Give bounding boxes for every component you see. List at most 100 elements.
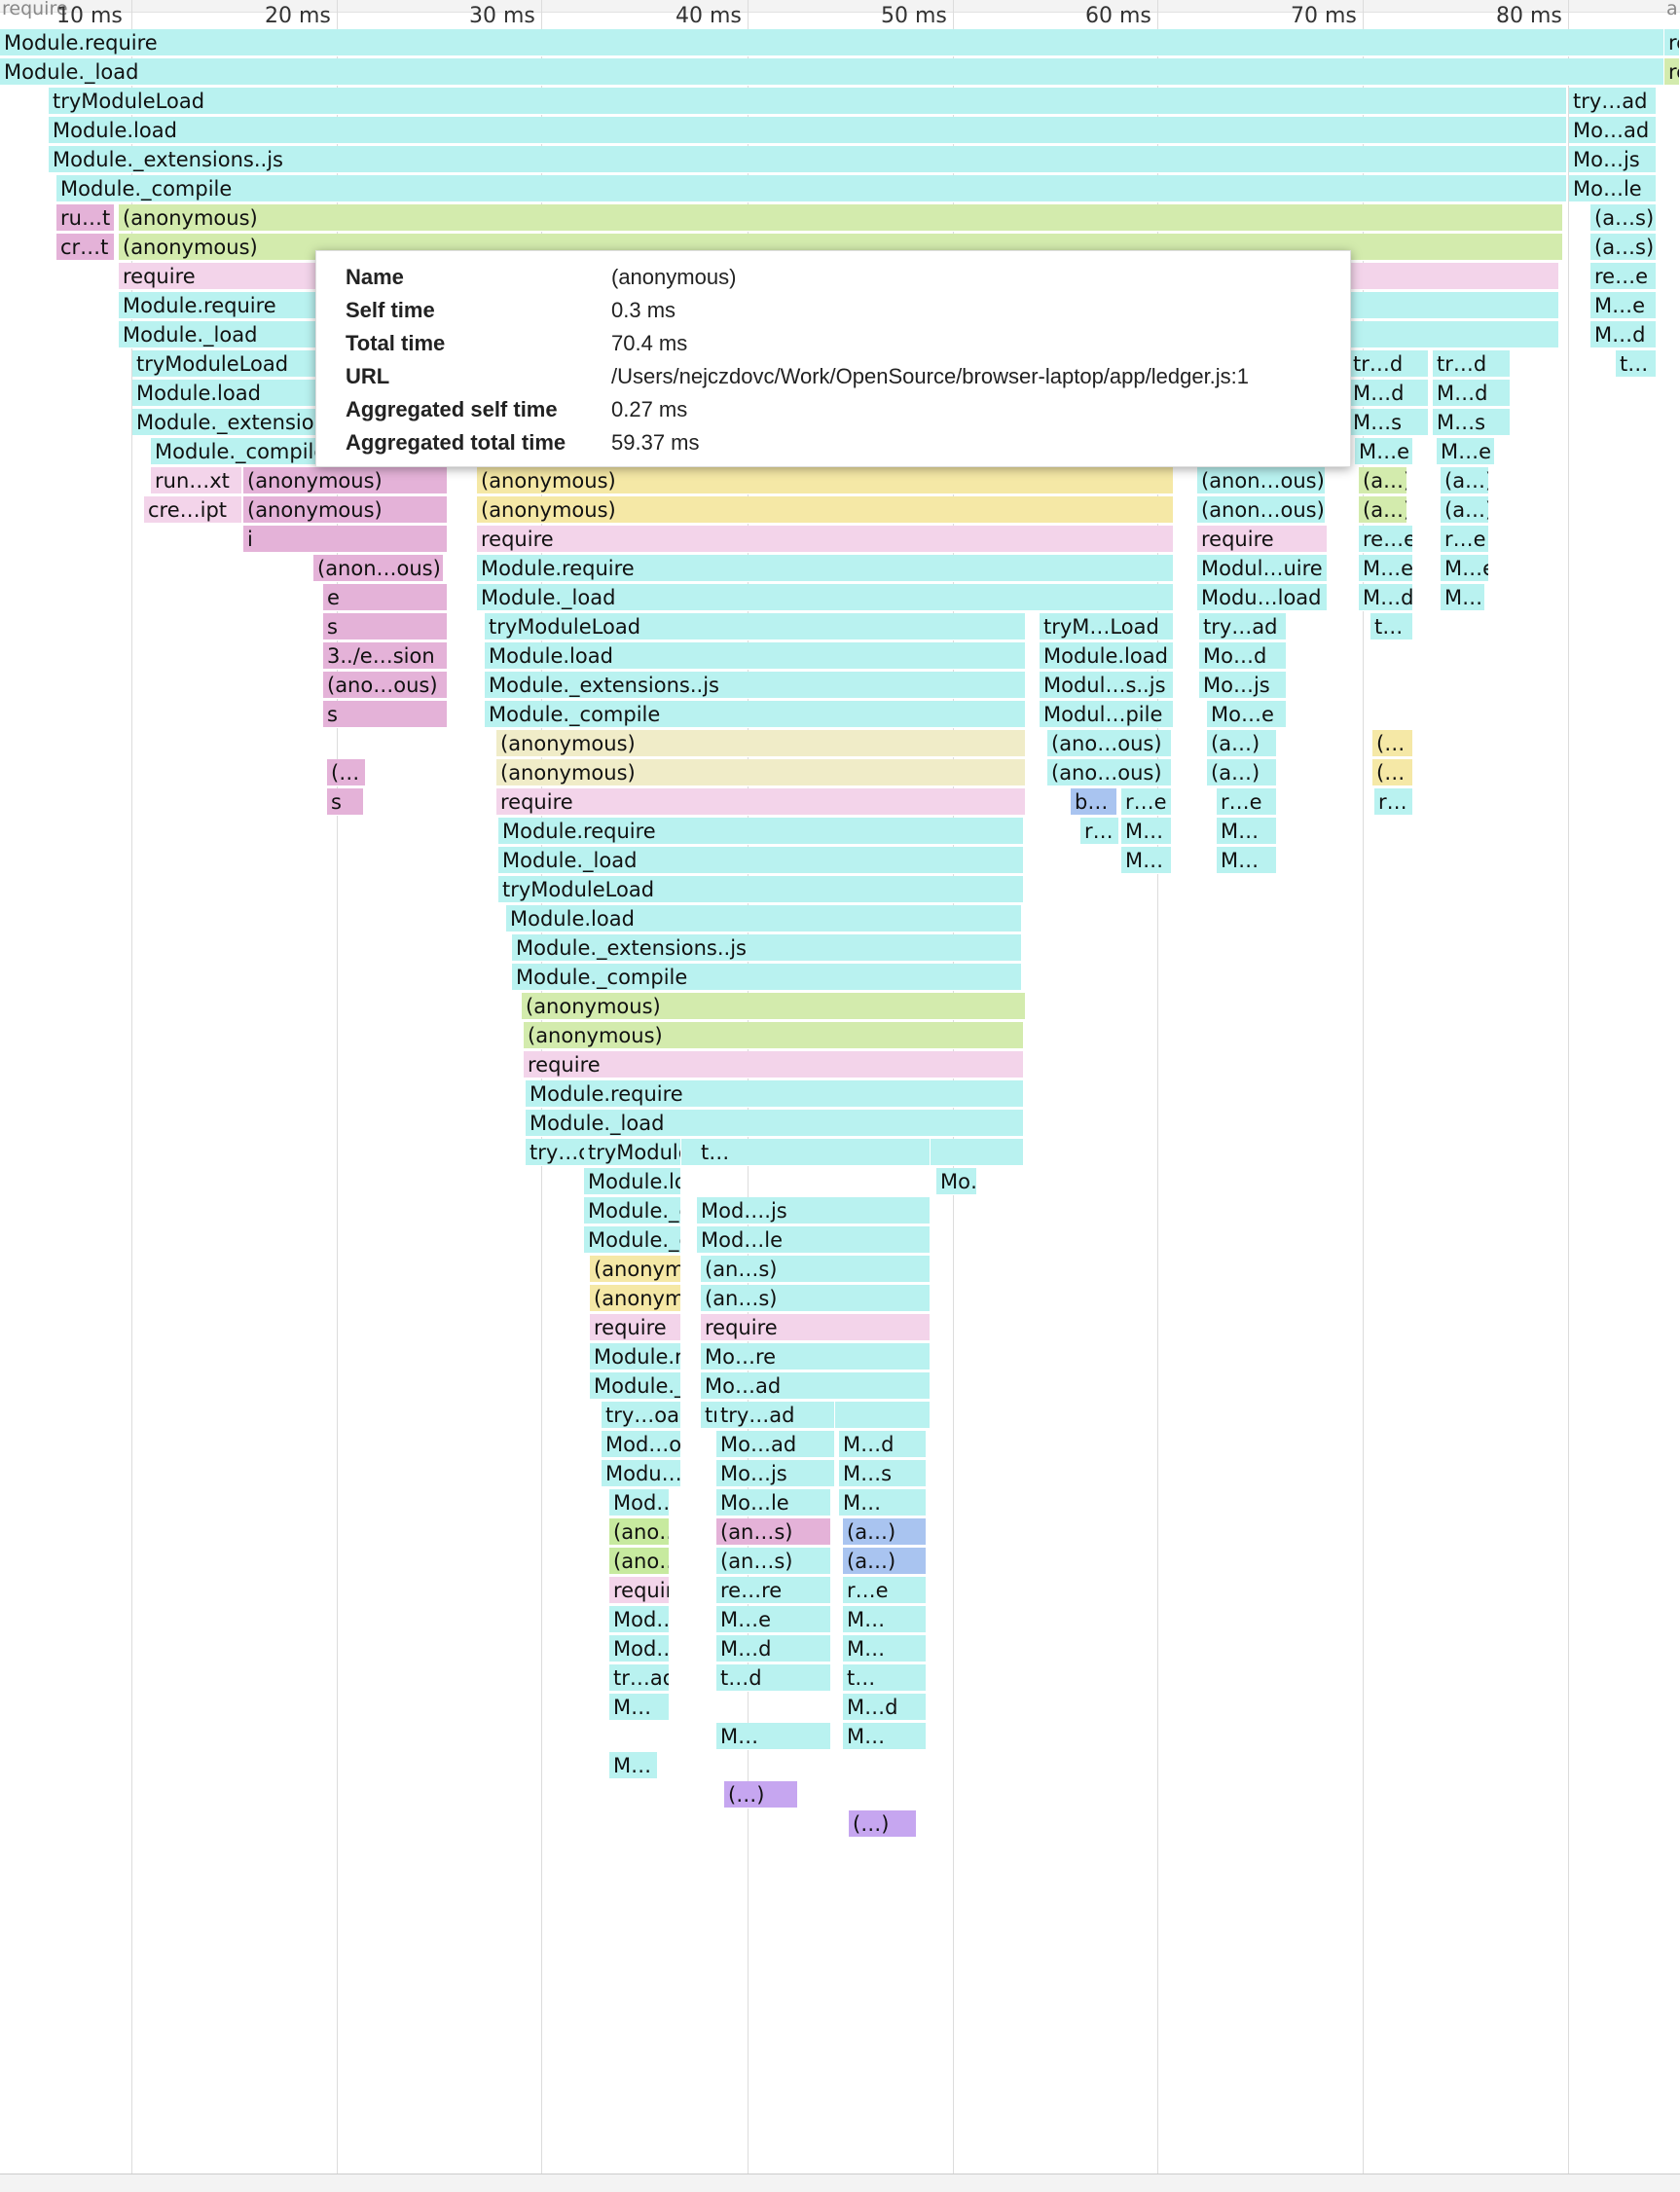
stack-frame[interactable]: run…xt (151, 467, 242, 494)
stack-frame[interactable]: (anonymous) (590, 1256, 681, 1283)
stack-frame[interactable]: (anonymous) (243, 467, 448, 494)
stack-frame[interactable]: Module.load (506, 905, 1022, 932)
stack-frame[interactable]: M…d (839, 1431, 927, 1458)
stack-frame[interactable]: Module.require (0, 29, 1664, 56)
stack-frame[interactable]: M… (609, 1752, 658, 1779)
stack-frame[interactable]: Modu….js (602, 1460, 681, 1487)
stack-frame[interactable]: Module._compile (584, 1226, 681, 1254)
stack-frame[interactable]: require (496, 788, 1026, 816)
stack-frame[interactable]: require (477, 526, 1174, 553)
stack-frame[interactable]: (anonymous) (477, 467, 1174, 494)
stack-frame[interactable]: Module._compile (485, 701, 1026, 728)
stack-frame[interactable]: M…d (1433, 380, 1511, 407)
stack-frame[interactable]: (ano…us) (609, 1548, 670, 1575)
stack-frame[interactable]: Modul…uire (1197, 555, 1328, 582)
stack-frame[interactable]: re (1664, 29, 1680, 56)
stack-frame[interactable]: (an…s) (701, 1256, 931, 1283)
stack-frame[interactable]: Module._load (526, 1110, 1024, 1137)
stack-frame[interactable]: Mod….js (697, 1197, 931, 1224)
stack-frame[interactable]: Mo…ad (716, 1431, 835, 1458)
stack-frame[interactable]: (anonymous) (477, 496, 1174, 524)
stack-frame[interactable]: M… (1121, 818, 1172, 845)
stack-frame[interactable]: (anonymous) (590, 1285, 681, 1312)
stack-frame[interactable]: (anon…ous) (1197, 467, 1326, 494)
stack-frame[interactable]: (a…) (1359, 467, 1407, 494)
stack-frame[interactable]: (anon…ous) (1197, 496, 1326, 524)
stack-frame[interactable]: (ano…ous) (1047, 759, 1172, 786)
stack-frame[interactable]: require (609, 1577, 670, 1604)
stack-frame[interactable]: M… (1441, 584, 1485, 611)
stack-frame[interactable]: t… (1616, 350, 1657, 378)
stack-frame[interactable]: Module._extensions..js (485, 672, 1026, 699)
stack-frame[interactable]: Module.require (498, 818, 1024, 845)
stack-frame[interactable]: Modu…load (1197, 584, 1328, 611)
stack-frame[interactable]: (a…) (1359, 496, 1407, 524)
stack-frame[interactable]: try…ad (1199, 613, 1287, 640)
stack-frame[interactable]: Module.load (1040, 642, 1174, 670)
stack-frame[interactable]: Mo…le (1569, 175, 1657, 202)
stack-frame[interactable]: require (1197, 526, 1328, 553)
stack-frame[interactable]: M… (843, 1723, 927, 1750)
stack-frame[interactable]: tryModuleLoad (584, 1139, 681, 1166)
stack-frame[interactable]: require (590, 1314, 681, 1341)
stack-frame[interactable]: M…e (1441, 555, 1489, 582)
overview-strip[interactable]: require a (0, 0, 1680, 18)
stack-frame[interactable]: M… (843, 1606, 927, 1633)
stack-frame[interactable]: b… (1071, 788, 1117, 816)
stack-frame[interactable]: M… (716, 1723, 831, 1750)
stack-frame[interactable]: Mo…js (1199, 672, 1287, 699)
stack-frame[interactable]: tryModuleLoad (49, 88, 1567, 115)
stack-frame[interactable]: Module._load (477, 584, 1174, 611)
stack-frame[interactable]: ru…t (56, 204, 115, 232)
stack-frame[interactable]: tr…ad (609, 1664, 670, 1692)
stack-frame[interactable]: Module.load (584, 1168, 681, 1195)
stack-frame[interactable]: r…e (843, 1577, 927, 1604)
stack-frame[interactable]: Mo…le (716, 1489, 831, 1516)
stack-frame[interactable]: M… (1121, 847, 1172, 874)
stack-frame[interactable]: M…d (1349, 380, 1429, 407)
stack-frame[interactable]: Mod…le (697, 1226, 931, 1254)
stack-frame[interactable]: Module.require (590, 1343, 681, 1370)
stack-frame[interactable]: (anonymous) (496, 730, 1026, 757)
stack-frame[interactable]: Module.require (477, 555, 1174, 582)
stack-frame[interactable]: re…e (1590, 263, 1657, 290)
stack-frame[interactable]: M…s (839, 1460, 927, 1487)
stack-frame[interactable]: (anonymous) (243, 496, 448, 524)
stack-frame[interactable]: Module._load (590, 1372, 681, 1400)
stack-frame[interactable]: Module._compile (56, 175, 1567, 202)
stack-frame[interactable]: Modul…s..js (1040, 672, 1174, 699)
stack-frame[interactable]: Mo…e (1207, 701, 1287, 728)
stack-frame[interactable]: M…d (1359, 584, 1413, 611)
stack-frame[interactable]: tryModuleLoad (485, 613, 1026, 640)
stack-frame[interactable]: (a…) (1207, 730, 1277, 757)
stack-frame[interactable]: try…ad (716, 1402, 835, 1429)
stack-frame[interactable]: (a…) (1441, 496, 1489, 524)
stack-frame[interactable]: try…ad (1569, 88, 1657, 115)
stack-frame[interactable]: tryM…Load (1040, 613, 1174, 640)
stack-frame[interactable]: (anonymous) (496, 759, 1026, 786)
stack-frame[interactable]: require (524, 1051, 1024, 1078)
stack-frame[interactable]: i (243, 526, 448, 553)
stack-frame[interactable]: Module._load (498, 847, 1024, 874)
stack-frame[interactable]: (ano…ous) (323, 672, 448, 699)
stack-frame[interactable]: Mod…ile (609, 1489, 670, 1516)
stack-frame[interactable]: s (323, 613, 448, 640)
stack-frame[interactable]: (ano…ous) (1047, 730, 1172, 757)
stack-frame[interactable]: r… (1080, 818, 1119, 845)
stack-frame[interactable]: M… (839, 1489, 927, 1516)
stack-frame[interactable]: t…d (716, 1664, 831, 1692)
stack-frame[interactable]: (a…) (1207, 759, 1277, 786)
stack-frame[interactable]: Mo…js (1569, 146, 1657, 173)
stack-frame[interactable]: s (327, 788, 364, 816)
stack-frame[interactable]: (…) (724, 1781, 798, 1808)
stack-frame[interactable]: M…e (1590, 292, 1657, 319)
stack-frame[interactable]: re (1664, 58, 1680, 86)
stack-frame[interactable]: (ano…us) (609, 1518, 670, 1546)
stack-frame[interactable]: (a…) (843, 1548, 927, 1575)
stack-frame[interactable]: (… (327, 759, 366, 786)
stack-frame[interactable]: Mo…d (1199, 642, 1287, 670)
stack-frame[interactable]: M…e (1359, 555, 1413, 582)
stack-frame[interactable]: try…oad (602, 1402, 681, 1429)
stack-frame[interactable]: Mo…ad (1569, 117, 1657, 144)
stack-frame[interactable]: (… (1372, 759, 1413, 786)
